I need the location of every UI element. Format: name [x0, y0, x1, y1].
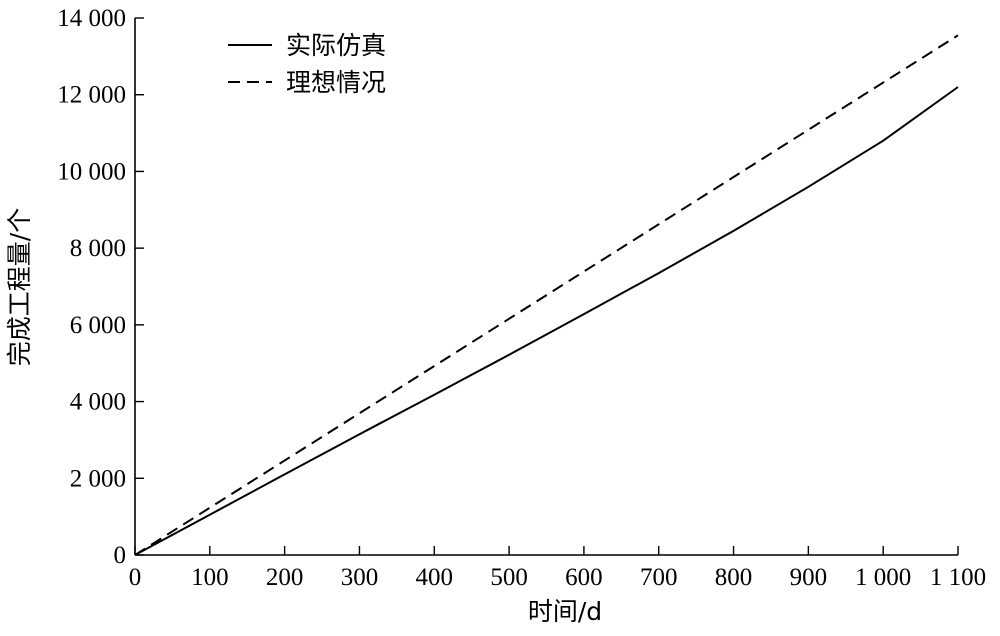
x-tick-label: 400 — [416, 564, 454, 591]
x-tick-label: 0 — [129, 564, 142, 591]
series-line-ideal — [134, 34, 959, 556]
x-tick-label: 700 — [640, 564, 678, 591]
y-tick-label: 2 000 — [70, 465, 126, 492]
x-tick-label: 600 — [565, 564, 603, 591]
y-tick-label: 6 000 — [70, 312, 126, 339]
y-tick-label: 8 000 — [70, 235, 126, 262]
x-tick-label: 500 — [490, 564, 528, 591]
x-tick-label: 100 — [191, 564, 229, 591]
x-tick-label: 900 — [790, 564, 828, 591]
legend: 实际仿真 理想情况 — [228, 31, 386, 97]
x-tick-label: 800 — [715, 564, 753, 591]
y-tick-label: 0 — [114, 542, 127, 569]
axes — [134, 18, 958, 556]
legend-label-actual: 实际仿真 — [286, 31, 386, 60]
y-tick-label: 14 000 — [57, 5, 126, 32]
y-tick-label: 4 000 — [70, 389, 126, 416]
series-line-actual — [134, 86, 959, 556]
y-ticks: 0 2 000 4 000 6 000 8 000 10 000 12 000 14 000 — [57, 5, 144, 569]
x-tick-label: 1 100 — [930, 564, 986, 591]
x-axis-title: 时间/d — [528, 597, 602, 626]
series-group — [134, 34, 959, 556]
y-tick-label: 10 000 — [57, 158, 126, 185]
y-tick-label: 12 000 — [57, 82, 126, 109]
y-axis-title: 完成工程量/个 — [5, 208, 34, 366]
x-tick-label: 1 000 — [855, 564, 911, 591]
x-tick-label: 200 — [266, 564, 304, 591]
legend-label-ideal: 理想情况 — [286, 68, 386, 97]
x-tick-label: 300 — [341, 564, 379, 591]
x-ticks: 0 100 200 300 400 500 600 700 800 900 1 000 1 100 — [129, 546, 986, 591]
